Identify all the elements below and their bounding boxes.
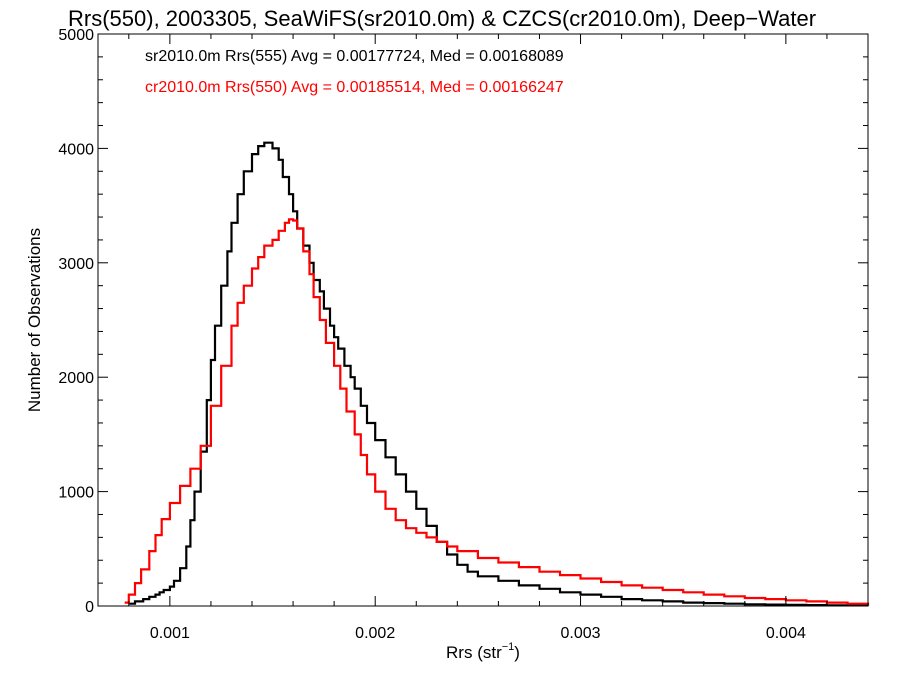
x-tick-label: 0.001 (150, 625, 190, 642)
x-tick-label: 0.003 (561, 625, 601, 642)
legend-entry-sr2010: sr2010.0m Rrs(555) Avg = 0.00177724, Med… (145, 48, 564, 65)
y-tick-label: 1000 (58, 485, 94, 502)
y-axis-label: Number of Observations (25, 228, 44, 412)
y-tick-label: 3000 (58, 256, 94, 273)
chart-title: Rrs(550), 2003305, SeaWiFS(sr2010.0m) & … (68, 6, 816, 31)
y-tick-label: 4000 (58, 141, 94, 158)
x-axis-label: Rrs (str−1) (446, 641, 520, 662)
series-line-1 (124, 218, 870, 605)
plot-frame (97, 33, 869, 607)
y-tick-label: 0 (85, 599, 94, 616)
x-tick-label: 0.004 (766, 625, 806, 642)
plot-area (124, 141, 870, 607)
y-tick-label: 2000 (58, 370, 94, 387)
legend-entry-cr2010: cr2010.0m Rrs(550) Avg = 0.00185514, Med… (145, 79, 564, 96)
y-tick-label: 5000 (58, 27, 94, 44)
series-line-0 (128, 141, 870, 607)
x-axis-label-superscript: −1 (502, 641, 515, 653)
axis-ticks: 0.001 0.002 0.003 0.004 0 1000 2000 3000 4000 500… (58, 27, 869, 642)
x-axis-label-main: Rrs (str (446, 643, 502, 662)
x-axis-label-close: ) (514, 643, 520, 662)
x-tick-label: 0.002 (355, 625, 395, 642)
